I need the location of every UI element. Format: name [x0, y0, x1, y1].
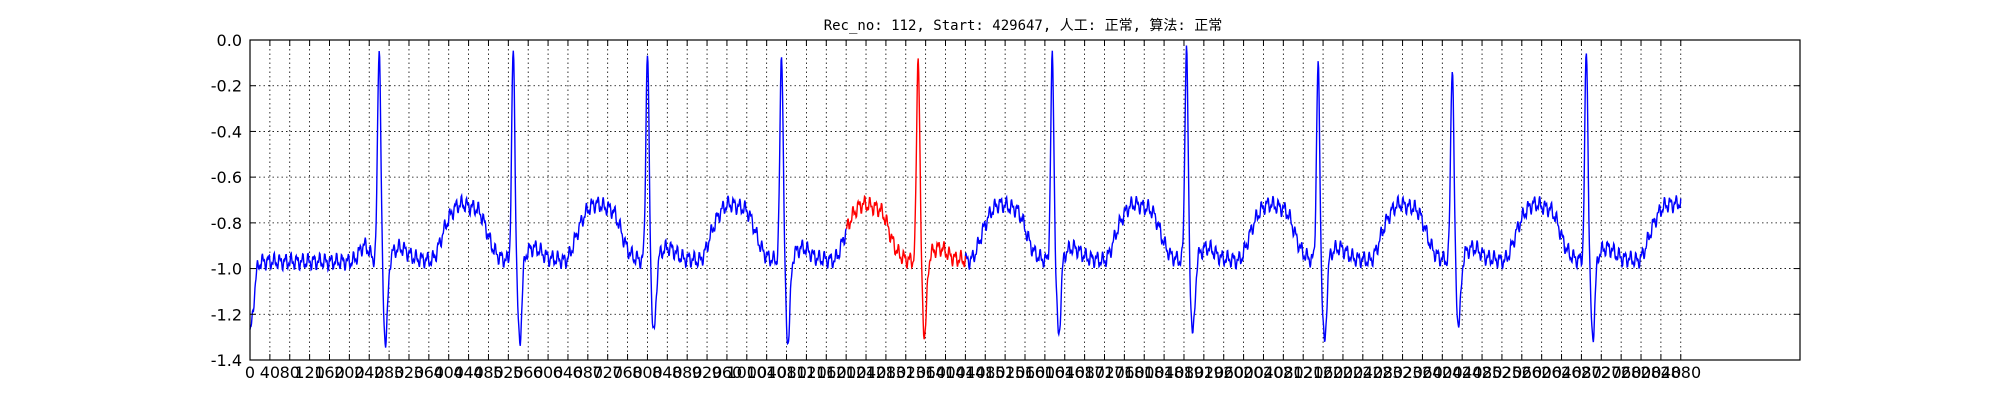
x-tick-label: 1880	[1164, 363, 1205, 382]
x-tick-label: 400	[433, 363, 464, 382]
x-tick-label: 560	[513, 363, 544, 382]
x-tick-label: 2160	[1303, 363, 1344, 382]
x-tick-label: 760	[612, 363, 643, 382]
x-tick-label: 240	[354, 363, 385, 382]
x-tick-label: 2680	[1561, 363, 1602, 382]
x-tick-label: 1680	[1064, 363, 1105, 382]
x-tick-label: 2120	[1283, 363, 1324, 382]
x-tick-label: 1600	[1025, 363, 1066, 382]
x-tick-label: 1080	[766, 363, 807, 382]
grid-lines	[250, 39, 1800, 361]
x-tick-label: 160	[314, 363, 345, 382]
chart-title: Rec_no: 112, Start: 429647, 人工: 正常, 算法: …	[824, 18, 1223, 34]
x-tick-label: 1280	[866, 363, 907, 382]
x-tick-label: 1480	[965, 363, 1006, 382]
x-tick-label: 2400	[1422, 363, 1463, 382]
x-tick-label: 960	[712, 363, 743, 382]
x-tick-label: 1640	[1044, 363, 1085, 382]
x-tick-label: 2280	[1362, 363, 1403, 382]
x-tick-label: 880	[672, 363, 703, 382]
x-tick-label: 1560	[1005, 363, 1046, 382]
x-tick-label: 840	[652, 363, 683, 382]
x-tick-label: 2040	[1243, 363, 1284, 382]
x-tick-label: 1840	[1144, 363, 1185, 382]
x-tick-label: 1240	[846, 363, 887, 382]
x-tick-label: 680	[573, 363, 604, 382]
x-tick-label: 480	[473, 363, 504, 382]
x-tick-label: 200	[334, 363, 365, 382]
y-tick-label: -0.8	[211, 214, 242, 233]
x-tick-label: 1960	[1203, 363, 1244, 382]
x-tick-label: 1440	[945, 363, 986, 382]
x-tick-label: 120	[294, 363, 325, 382]
x-tick-label: 1320	[885, 363, 926, 382]
x-tick-label: 2320	[1382, 363, 1423, 382]
x-tick-label: 1120	[786, 363, 827, 382]
x-tick-label: 1160	[806, 363, 847, 382]
x-tick-label: 2720	[1581, 363, 1622, 382]
x-tick-label: 1800	[1124, 363, 1165, 382]
x-tick-label: 80	[280, 363, 300, 382]
x-tick-label: 720	[592, 363, 623, 382]
x-tick-label: 2200	[1323, 363, 1364, 382]
x-tick-label: 1000	[726, 363, 767, 382]
x-tick-label: 40	[260, 363, 280, 382]
x-tick-label: 2600	[1521, 363, 1562, 382]
x-tick-label: 360	[414, 363, 445, 382]
x-tick-label: 1200	[826, 363, 867, 382]
x-tick-label: 520	[493, 363, 524, 382]
x-axis: 0 40 8012016020024028032036040044048052056…	[245, 40, 1701, 382]
x-tick-label: 2440	[1442, 363, 1483, 382]
x-tick-label: 800	[632, 363, 663, 382]
x-tick-label: 2520	[1482, 363, 1523, 382]
x-tick-label: 2360	[1402, 363, 1443, 382]
x-tick-label: 320	[394, 363, 425, 382]
x-tick-label: 2640	[1541, 363, 1582, 382]
x-tick-label: 1760	[1104, 363, 1145, 382]
x-tick-label: 280	[374, 363, 405, 382]
x-tick-label: 440	[453, 363, 484, 382]
signal-line-normal	[249, 50, 847, 348]
signal-line-normal	[964, 45, 1682, 343]
x-tick-label: 2760	[1601, 363, 1642, 382]
x-tick-label: 600	[533, 363, 564, 382]
x-tick-label: 2880	[1660, 363, 1701, 382]
x-tick-label: 1040	[746, 363, 787, 382]
ecg-signal	[249, 45, 1682, 348]
x-tick-label: 2800	[1621, 363, 1662, 382]
x-tick-label: 920	[692, 363, 723, 382]
signal-line-highlight	[845, 58, 967, 340]
y-tick-label: -1.0	[211, 260, 242, 279]
y-tick-label: -1.2	[211, 305, 242, 324]
plot-frame	[249, 39, 1801, 361]
x-tick-label: 2080	[1263, 363, 1304, 382]
x-tick-label: 1520	[985, 363, 1026, 382]
y-tick-label: -0.6	[211, 168, 242, 187]
y-tick-label: -0.2	[211, 77, 242, 96]
y-axis: 0.0 -0.2 -0.4 -0.6 -0.8 -1.0 -1.2 -1.4	[211, 31, 1800, 370]
x-tick-label: 1400	[925, 363, 966, 382]
y-tick-label: 0.0	[217, 31, 242, 50]
x-tick-label: 2480	[1462, 363, 1503, 382]
x-tick-label: 2840	[1641, 363, 1682, 382]
x-tick-label: 2000	[1223, 363, 1264, 382]
y-tick-label: -0.4	[211, 122, 242, 141]
x-tick-label: 1920	[1183, 363, 1224, 382]
x-tick-label: 1360	[905, 363, 946, 382]
x-tick-label: 640	[553, 363, 584, 382]
x-tick-label: 2240	[1342, 363, 1383, 382]
x-tick-label: 0	[245, 363, 255, 382]
x-tick-label: 2560	[1501, 363, 1542, 382]
x-tick-label: 1720	[1084, 363, 1125, 382]
y-tick-label: -1.4	[211, 351, 242, 370]
